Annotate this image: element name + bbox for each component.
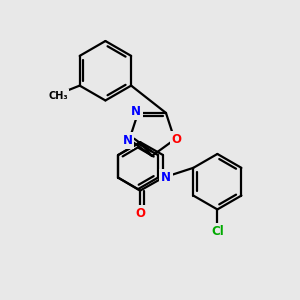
Text: CH₃: CH₃ xyxy=(48,91,68,100)
Text: N: N xyxy=(122,134,132,147)
Text: O: O xyxy=(135,207,145,220)
Text: O: O xyxy=(172,133,182,146)
Text: N: N xyxy=(131,105,141,119)
Text: N: N xyxy=(161,171,171,184)
Text: Cl: Cl xyxy=(211,225,224,238)
